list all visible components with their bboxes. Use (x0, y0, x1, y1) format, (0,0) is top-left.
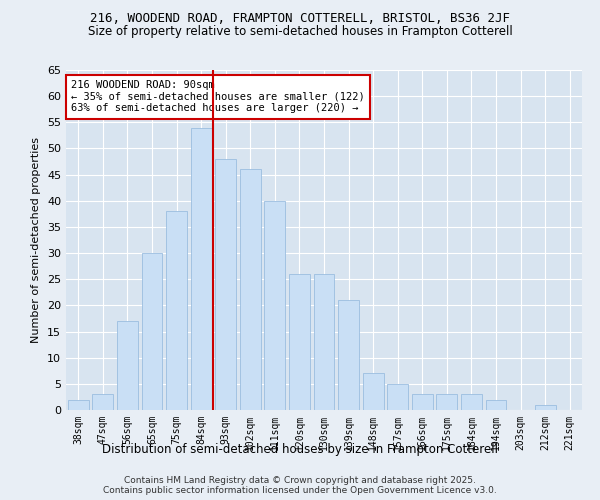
Bar (314, 274, 334, 410)
Text: Contains HM Land Registry data © Crown copyright and database right 2025.
Contai: Contains HM Land Registry data © Crown c… (103, 476, 497, 495)
Text: 216 WOODEND ROAD: 90sqm
← 35% of semi-detached houses are smaller (122)
63% of s: 216 WOODEND ROAD: 90sqm ← 35% of semi-de… (71, 80, 365, 114)
Bar (362, 374, 383, 410)
Bar (338, 300, 359, 410)
Bar (191, 128, 212, 410)
Bar (240, 170, 261, 410)
Bar (215, 159, 236, 410)
Bar (117, 321, 138, 410)
Bar (92, 394, 113, 410)
Bar (387, 384, 408, 410)
Bar (535, 405, 556, 410)
Bar (461, 394, 482, 410)
Bar (166, 211, 187, 410)
Text: Size of property relative to semi-detached houses in Frampton Cotterell: Size of property relative to semi-detach… (88, 25, 512, 38)
Text: Distribution of semi-detached houses by size in Frampton Cotterell: Distribution of semi-detached houses by … (102, 442, 498, 456)
Bar (68, 400, 89, 410)
Bar (436, 394, 457, 410)
Bar (412, 394, 433, 410)
Text: 216, WOODEND ROAD, FRAMPTON COTTERELL, BRISTOL, BS36 2JF: 216, WOODEND ROAD, FRAMPTON COTTERELL, B… (90, 12, 510, 26)
Bar (485, 400, 506, 410)
Y-axis label: Number of semi-detached properties: Number of semi-detached properties (31, 137, 41, 343)
Bar (142, 253, 163, 410)
Bar (265, 201, 286, 410)
Bar (289, 274, 310, 410)
